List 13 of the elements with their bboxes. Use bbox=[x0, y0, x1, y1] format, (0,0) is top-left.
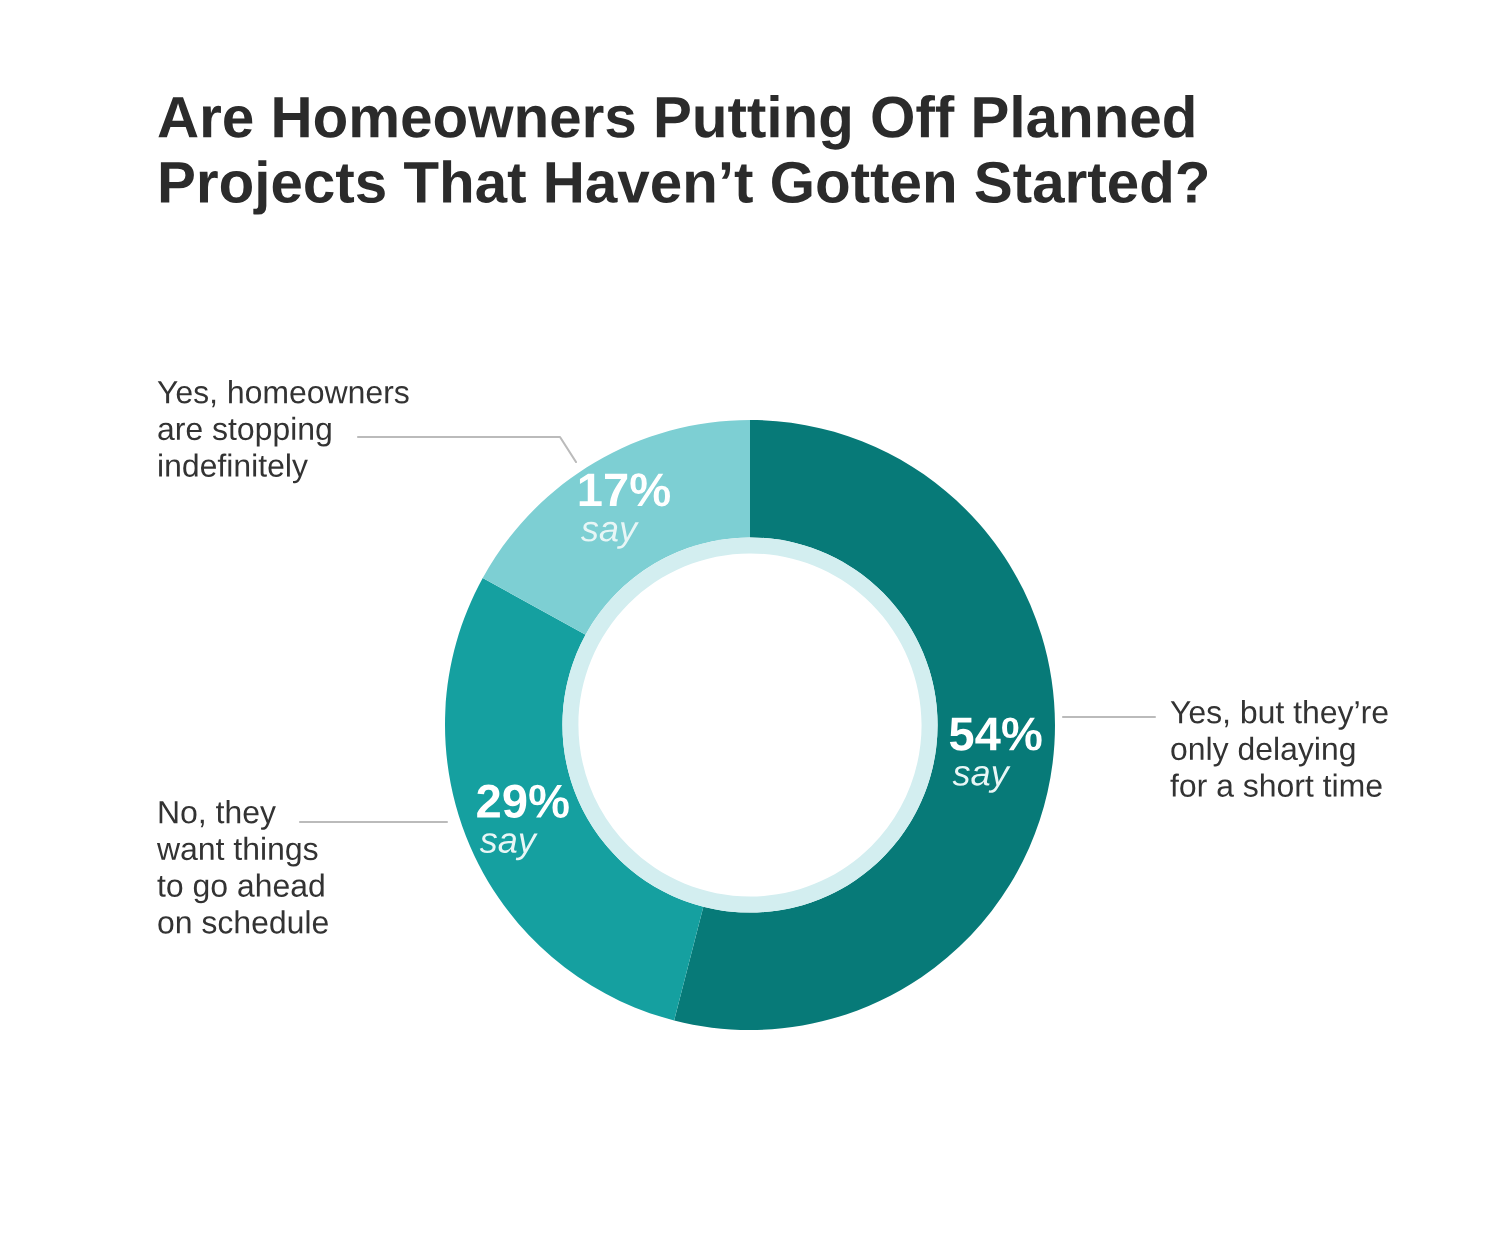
text: say bbox=[479, 833, 538, 861]
slice-label: Yes, homeowners are stopping indefinitely bbox=[157, 380, 409, 484]
slice-label: Yes, but they’re only delaying for a short time bbox=[1170, 700, 1388, 797]
chart-title: Are Homeowners Putting Off Planned Projects That Haven’t Gotten Started? bbox=[158, 95, 1208, 215]
data-label: 29% bbox=[477, 784, 569, 818]
text: say bbox=[580, 521, 639, 549]
data-label: 54% bbox=[949, 717, 1042, 751]
text: say bbox=[952, 765, 1011, 793]
data-label: 17% bbox=[579, 473, 670, 507]
donut-slice bbox=[674, 420, 1055, 1030]
slice-label: No, they want things to go ahead on schedule bbox=[156, 800, 328, 934]
donut-slice bbox=[445, 578, 704, 1021]
donut-slice bbox=[482, 420, 750, 635]
